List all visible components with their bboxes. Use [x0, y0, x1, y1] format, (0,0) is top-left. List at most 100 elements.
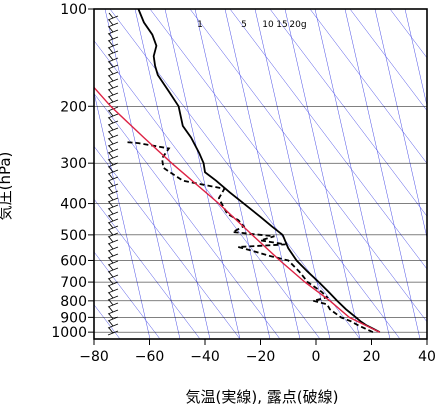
- y-tick-label: 100: [60, 2, 87, 18]
- mixing-ratio-line: [94, 91, 151, 339]
- isobar-grid: [88, 8, 427, 333]
- wind-barb: [108, 250, 114, 257]
- y-axis-label: 気圧(hPa): [0, 152, 14, 221]
- sounding-profiles: [94, 9, 381, 334]
- parcel-line: [94, 87, 381, 333]
- wind-barb: [108, 215, 114, 222]
- wind-barb: [108, 166, 114, 173]
- x-tick-label: 0: [312, 349, 321, 365]
- wind-barb: [108, 320, 114, 327]
- x-tick-label: −20: [246, 349, 276, 365]
- wind-barb: [108, 271, 114, 278]
- wind-barb: [108, 89, 114, 96]
- wind-barb: [108, 194, 114, 201]
- wind-barb: [108, 173, 114, 180]
- isotherm-line: [309, 9, 427, 164]
- isotherm-line: [430, 9, 436, 339]
- x-tick-label: 20: [363, 349, 381, 365]
- wind-barb: [108, 131, 114, 138]
- x-tick-label: −60: [135, 349, 165, 365]
- wind-barb: [108, 285, 114, 292]
- wind-barb: [108, 12, 114, 19]
- mixing-ratio-labels: 1 5 10 15 20g: [197, 20, 306, 30]
- wind-barb: [108, 75, 114, 82]
- wind-barb: [108, 306, 114, 313]
- isotherm-line: [349, 9, 427, 112]
- wind-barb: [108, 40, 114, 47]
- y-tick-label: 900: [60, 310, 87, 326]
- wind-barb: [108, 180, 114, 187]
- wind-barb: [108, 278, 114, 285]
- wind-barb: [108, 47, 114, 54]
- isotherm-line: [94, 93, 281, 339]
- wind-barb: [108, 236, 114, 243]
- y-tick-label: 700: [60, 275, 87, 291]
- y-tick-label: 600: [60, 253, 87, 269]
- isotherm-line: [269, 9, 427, 217]
- wind-barbs: [107, 12, 119, 336]
- wind-barb: [108, 292, 114, 299]
- wind-barb: [108, 299, 114, 306]
- y-tick-label: 200: [60, 99, 87, 115]
- isotherm-line: [94, 40, 321, 339]
- mixing-ratio-line: [164, 9, 241, 339]
- mixing-ratio-line: [224, 9, 301, 339]
- wind-barb: [108, 229, 114, 236]
- y-tick-label: 400: [60, 197, 87, 213]
- wind-barb: [108, 117, 114, 124]
- wind-barb: [108, 208, 114, 215]
- dewpoint-line: [124, 141, 374, 334]
- isotherm-line: [149, 9, 401, 339]
- mixing-ratio-label: 1: [197, 20, 203, 30]
- y-tick-label: 300: [60, 156, 87, 172]
- temperature-line: [137, 9, 381, 333]
- mixing-ratio-line: [314, 9, 391, 339]
- isotherm-line: [389, 9, 427, 59]
- wind-barb: [108, 26, 114, 33]
- x-axis-label: 気温(実線), 露点(破線): [186, 388, 339, 406]
- wind-barb: [108, 187, 114, 194]
- wind-barb: [108, 264, 114, 271]
- wind-barb: [108, 61, 114, 68]
- wind-barb: [108, 159, 114, 166]
- mixing-ratio-label: 10: [262, 20, 274, 30]
- mixing-ratio-label: 15: [276, 20, 287, 30]
- wind-barb: [108, 110, 114, 117]
- wind-barb: [108, 33, 114, 40]
- wind-barb: [108, 96, 114, 103]
- x-tick-label: −80: [79, 349, 109, 365]
- wind-barb: [108, 222, 114, 229]
- isotherm-line: [94, 145, 241, 339]
- wind-barb: [108, 124, 114, 131]
- wind-barb: [108, 257, 114, 264]
- mixing-ratio-line: [104, 9, 181, 339]
- wind-barb: [108, 54, 114, 61]
- y-tick-label: 1000: [51, 325, 87, 341]
- wind-barb: [108, 152, 114, 159]
- y-tick-label: 500: [60, 228, 87, 244]
- wind-barb: [108, 313, 114, 320]
- x-tick-label: 40: [418, 349, 436, 365]
- mixing-ratio-label: 5: [241, 20, 247, 30]
- isotherm-line: [94, 198, 201, 339]
- isotherm-line: [189, 9, 427, 323]
- isotherm-line: [94, 251, 161, 339]
- mixing-ratio-line: [404, 9, 427, 107]
- wind-barb: [108, 201, 114, 208]
- y-tick-label: 800: [60, 294, 87, 310]
- mixing-ratio-line: [254, 9, 331, 339]
- isotherm-line: [109, 9, 361, 339]
- wind-barb: [108, 138, 114, 145]
- wind-barb: [108, 82, 114, 89]
- mixing-ratio-line: [344, 9, 421, 339]
- wind-barb: [108, 19, 114, 26]
- mixing-ratio-line: [194, 9, 271, 339]
- plot-frame: [93, 8, 428, 340]
- mixing-ratio-label: 20g: [289, 20, 306, 30]
- mixing-ratio-line: [374, 9, 427, 239]
- x-tick-label: −40: [190, 349, 220, 365]
- wind-barb: [108, 145, 114, 152]
